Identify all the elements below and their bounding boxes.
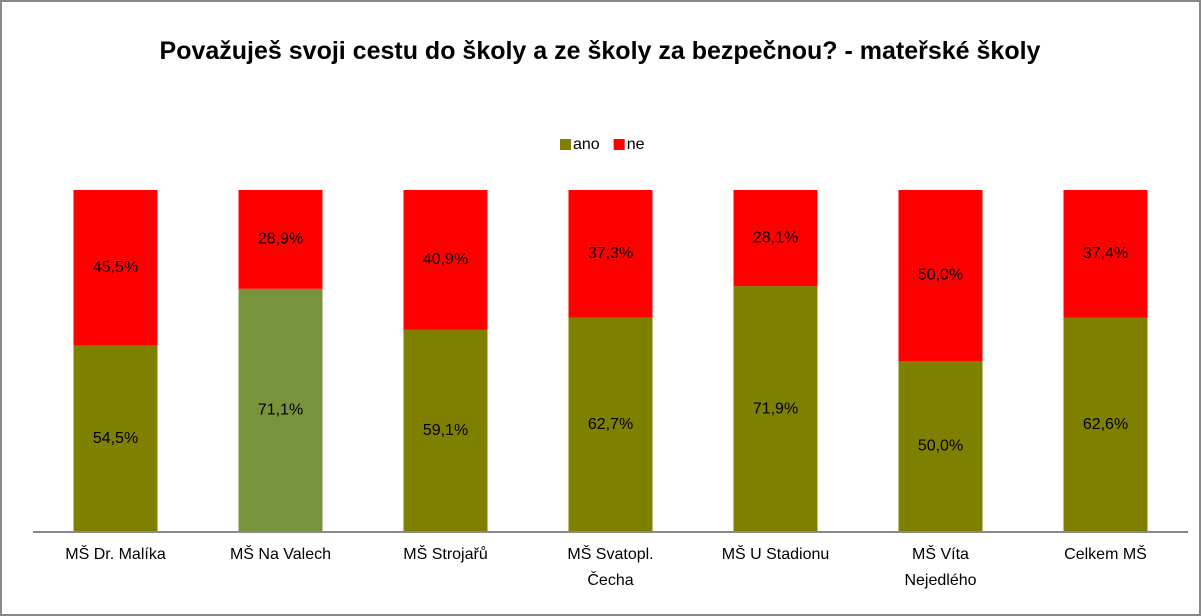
data-label: 71,1% bbox=[258, 402, 303, 419]
data-label: 54,5% bbox=[93, 430, 138, 447]
x-tick-label: MŠ Svatopl. Čecha bbox=[567, 546, 654, 589]
bar-segment bbox=[238, 288, 323, 532]
x-tick-label: MŠ Dr. Malíka bbox=[65, 546, 166, 563]
x-tick-label: MŠ Strojařů bbox=[403, 546, 488, 563]
bar-segment bbox=[1063, 190, 1148, 318]
bar-segment bbox=[898, 190, 983, 361]
data-label: 45,5% bbox=[93, 259, 138, 276]
data-label: 28,9% bbox=[258, 231, 303, 248]
data-label: 59,1% bbox=[423, 422, 468, 439]
bar-segment bbox=[733, 190, 818, 287]
bar-segment bbox=[403, 329, 488, 532]
bar-segment bbox=[73, 190, 158, 346]
bar-segment bbox=[733, 286, 818, 532]
x-tick-label: Celkem MŠ bbox=[1064, 546, 1147, 563]
data-label: 37,3% bbox=[588, 245, 633, 262]
bar-segment bbox=[1063, 317, 1148, 532]
data-label: 62,6% bbox=[1083, 416, 1128, 433]
x-tick-label: MŠ U Stadionu bbox=[721, 546, 830, 563]
data-label: 62,7% bbox=[588, 416, 633, 433]
chart-title: Považuješ svoji cestu do školy a ze škol… bbox=[159, 37, 1041, 65]
data-label: 40,9% bbox=[423, 251, 468, 268]
data-label: 37,4% bbox=[1083, 245, 1128, 262]
bar-segment bbox=[568, 317, 653, 532]
legend-swatch bbox=[613, 139, 625, 150]
data-label: 50,0% bbox=[918, 267, 963, 284]
legend-label: ne bbox=[627, 136, 645, 153]
bar-segment bbox=[568, 190, 653, 318]
data-label: 50,0% bbox=[918, 438, 963, 455]
x-tick-label: MŠ Na Valech bbox=[229, 546, 332, 563]
legend-label: ano bbox=[573, 136, 600, 153]
data-label: 71,9% bbox=[753, 400, 798, 417]
bar-segment bbox=[898, 361, 983, 532]
legend-swatch bbox=[560, 139, 571, 150]
x-tick-label: MŠ Víta Nejedlého bbox=[904, 546, 977, 589]
data-label: 28,1% bbox=[753, 229, 798, 246]
bar-segment bbox=[403, 190, 488, 330]
bar-segment bbox=[238, 190, 323, 289]
bar-segment bbox=[73, 345, 158, 532]
